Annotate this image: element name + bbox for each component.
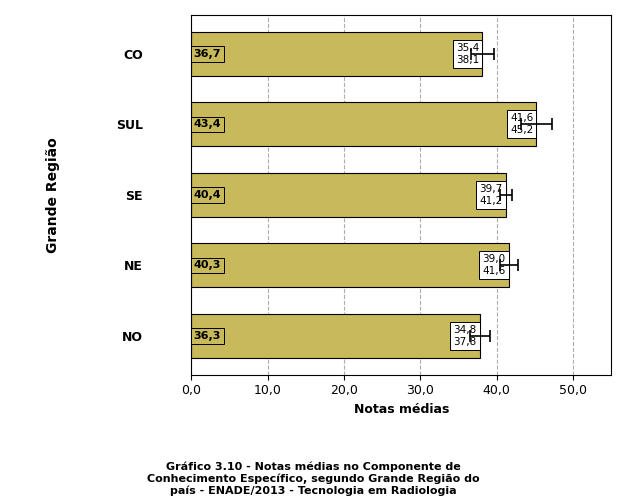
Text: 40,4: 40,4: [194, 190, 222, 200]
Text: 36,3: 36,3: [194, 331, 221, 341]
Text: 36,7: 36,7: [194, 49, 221, 59]
Text: 39,7
41,2: 39,7 41,2: [480, 184, 503, 205]
Text: 34,8
37,8: 34,8 37,8: [453, 325, 477, 347]
Text: 39,0
41,6: 39,0 41,6: [483, 255, 506, 276]
Y-axis label: Grande Região: Grande Região: [46, 137, 60, 253]
Bar: [192, 243, 509, 287]
Text: 41,6
45,2: 41,6 45,2: [510, 114, 533, 135]
Bar: [192, 32, 482, 76]
Bar: [192, 173, 506, 216]
Text: 43,4: 43,4: [194, 119, 222, 129]
Bar: [192, 314, 480, 358]
Text: 35,4
38,1: 35,4 38,1: [456, 43, 479, 65]
Text: Gráfico 3.10 - Notas médias no Componente de
Conhecimento Específico, segundo Gr: Gráfico 3.10 - Notas médias no Component…: [146, 461, 480, 496]
X-axis label: Notas médias: Notas médias: [354, 403, 449, 416]
Text: 40,3: 40,3: [194, 261, 221, 271]
Bar: [192, 102, 536, 146]
